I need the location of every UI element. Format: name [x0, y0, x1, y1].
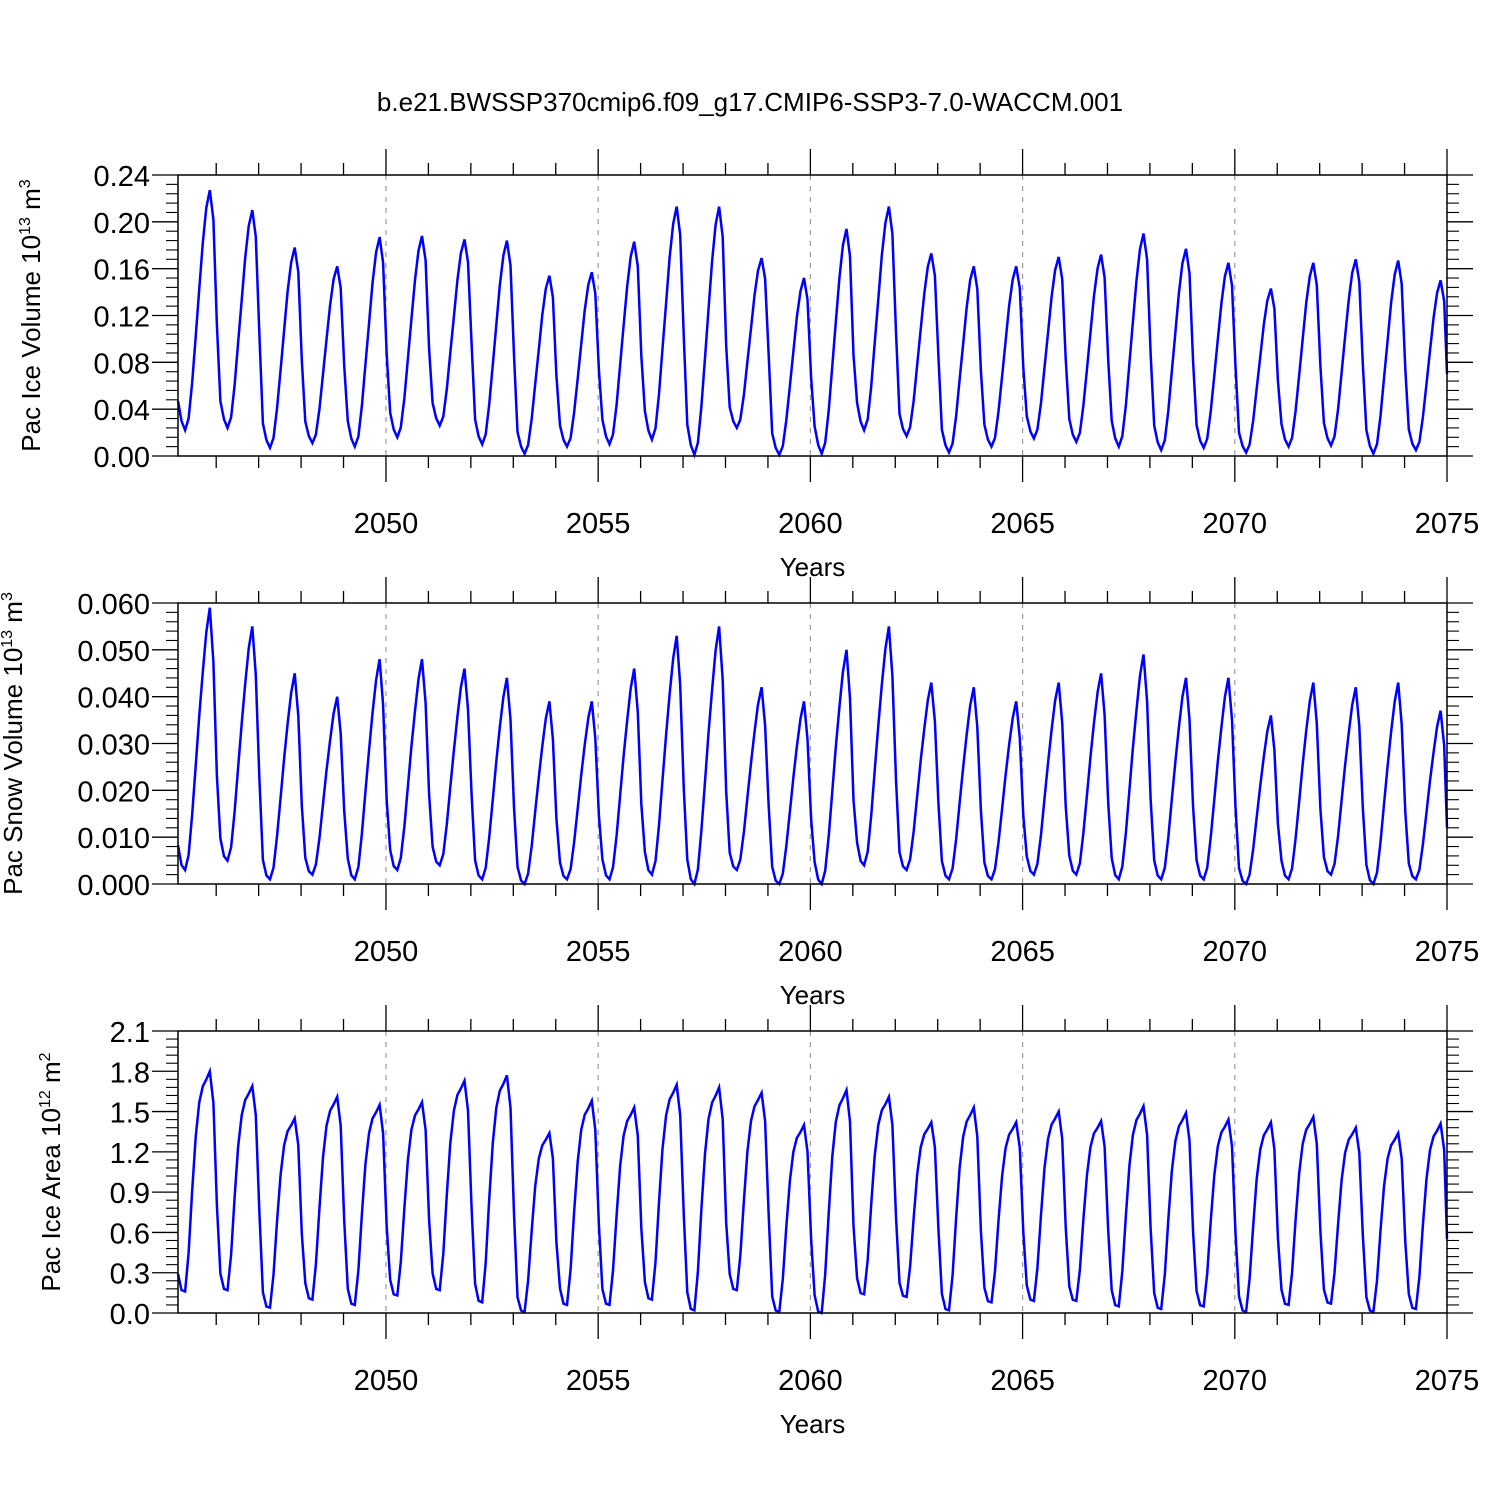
snow-volume-ylabel-text: Pac Snow Volume 10 — [0, 648, 28, 895]
ice-area-x-tick-label: 2075 — [1415, 1365, 1480, 1397]
ice-volume-y-tick-label: 0.16 — [94, 255, 150, 287]
snow-volume-x-tick-label: 2050 — [354, 936, 419, 968]
ice-area-x-axis-label: Years — [780, 1409, 846, 1439]
ice-area-y-tick-label: 1.8 — [110, 1057, 150, 1089]
snow-volume-x-tick-label: 2055 — [566, 936, 631, 968]
ice-area-y-tick-label: 0.3 — [110, 1259, 150, 1291]
ice-volume-ylabel-unit: m — [16, 188, 46, 217]
ice-volume-y-tick-label: 0.04 — [94, 395, 150, 427]
ice-area-x-tick-label: 2050 — [354, 1365, 419, 1397]
panel-ice-area: 2050 2055 2060 2065 2070 2075 0.0 0.3 0.6 0.9 1.2 1… — [36, 1005, 1479, 1439]
snow-volume-series — [176, 607, 1449, 887]
snow-volume-y-axis-label: Pac Snow Volume 1013 m3 — [0, 592, 28, 895]
ice-area-plot-frame — [177, 1030, 1448, 1314]
snow-volume-x-axis-label: Years — [780, 980, 846, 1010]
snow-volume-y-tick-label: 0.010 — [77, 823, 150, 855]
ice-volume-x-tick-label: 2070 — [1203, 508, 1268, 540]
snow-volume-x-tick-label: 2060 — [778, 936, 843, 968]
ice-volume-y-tick-label: 0.20 — [94, 208, 150, 240]
ice-area-y-tick-label: 0.6 — [110, 1218, 150, 1250]
snow-volume-plot-frame — [177, 602, 1448, 885]
ice-volume-y-tick-label: 0.24 — [94, 161, 150, 193]
ice-area-ylabel-text: Pac Ice Area 10 — [36, 1108, 66, 1292]
snow-volume-x-tick-label: 2065 — [990, 936, 1055, 968]
snow-volume-y-tick-label: 0.050 — [77, 636, 150, 668]
ice-volume-ylabel-unit-exp: 3 — [17, 179, 34, 188]
ice-area-y-axis-label: Pac Ice Area 1012 m2 — [36, 1052, 66, 1291]
snow-volume-y-tick-label: 0.030 — [77, 730, 150, 762]
snow-volume-x-tick-label: 2070 — [1203, 936, 1268, 968]
ice-area-y-tick-label: 1.5 — [110, 1098, 150, 1130]
ice-area-y-tick-label: 0.0 — [110, 1299, 150, 1331]
snow-volume-y-tick-label: 0.020 — [77, 776, 150, 808]
snow-volume-y-tick-label: 0.060 — [77, 589, 150, 621]
snow-volume-y-tick-label: 0.040 — [77, 683, 150, 715]
ice-area-ylabel-unit: m — [36, 1061, 66, 1090]
ice-volume-y-tick-label: 0.08 — [94, 348, 150, 380]
panel-ice-volume: 2050 2055 2060 2065 2070 2075 0.00 0.04 0.08 0.12… — [16, 149, 1479, 582]
ice-volume-plot-frame — [177, 174, 1448, 457]
ice-volume-ylabel-text: Pac Ice Volume 10 — [16, 235, 46, 452]
ice-volume-x-tick-label: 2055 — [566, 508, 631, 540]
ice-area-y-tick-label: 1.2 — [110, 1138, 150, 1170]
snow-volume-ylabel-unit: m — [0, 601, 28, 630]
ice-area-x-tick-label: 2060 — [778, 1365, 843, 1397]
ice-volume-y-tick-label: 0.00 — [94, 442, 150, 474]
snow-volume-ylabel-exp: 13 — [0, 630, 16, 648]
snow-volume-ylabel-unit-exp: 3 — [0, 592, 16, 601]
ice-volume-x-tick-label: 2060 — [778, 508, 843, 540]
ice-area-ylabel-exp: 12 — [37, 1090, 54, 1108]
figure-title: b.e21.BWSSP370cmip6.f09_g17.CMIP6-SSP3-7… — [377, 87, 1123, 117]
ice-volume-y-tick-label: 0.12 — [94, 302, 150, 334]
panel-snow-volume: 2050 2055 2060 2065 2070 2075 0.000 0.010 0.020 0… — [0, 577, 1479, 1010]
ice-area-y-tick-label: 2.1 — [110, 1017, 150, 1049]
ice-area-y-tick-label: 0.9 — [110, 1178, 150, 1210]
ice-area-ylabel-unit-exp: 2 — [37, 1052, 54, 1061]
snow-volume-x-tick-label: 2075 — [1415, 936, 1480, 968]
ice-volume-x-tick-label: 2065 — [990, 508, 1055, 540]
ice-area-x-tick-label: 2070 — [1203, 1365, 1268, 1397]
snow-volume-y-tick-label: 0.000 — [77, 870, 150, 902]
ice-area-x-tick-label: 2065 — [990, 1365, 1055, 1397]
ice-area-series — [176, 1066, 1449, 1315]
ice-volume-x-tick-label: 2075 — [1415, 508, 1480, 540]
ice-volume-ylabel-exp: 13 — [17, 217, 34, 235]
ice-volume-y-axis-label: Pac Ice Volume 1013 m3 — [16, 179, 46, 452]
ice-volume-series — [176, 189, 1449, 459]
ice-volume-x-axis-label: Years — [780, 552, 846, 582]
ice-volume-x-tick-label: 2050 — [354, 508, 419, 540]
ice-area-x-tick-label: 2055 — [566, 1365, 631, 1397]
